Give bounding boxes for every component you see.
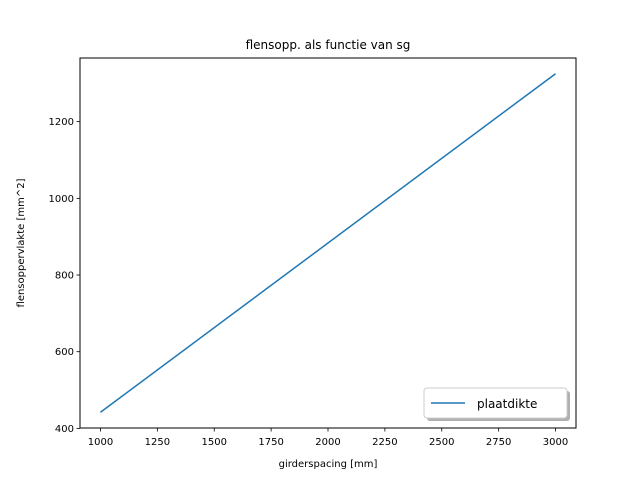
x-axis: 1000 1250 1500 1750 2000 2250 2500 2750 3000 <box>88 428 568 448</box>
y-axis-label: flensoppervlakte [mm^2] <box>16 178 27 307</box>
x-tick-label: 3000 <box>543 437 568 448</box>
legend: plaatdikte <box>423 387 570 421</box>
y-axis: 400 600 800 1000 1200 <box>49 117 80 435</box>
x-tick-label: 1500 <box>202 437 227 448</box>
x-tick-label: 2500 <box>429 437 454 448</box>
y-tick-label: 1200 <box>49 117 74 128</box>
x-tick-label: 2750 <box>486 437 511 448</box>
x-tick-label: 1250 <box>145 437 170 448</box>
x-tick-label: 1000 <box>88 437 113 448</box>
legend-box <box>423 387 568 419</box>
y-tick-label: 1000 <box>49 194 74 205</box>
y-tick-label: 800 <box>55 271 74 282</box>
y-tick-label: 600 <box>55 347 74 358</box>
y-tick-label: 400 <box>55 424 74 435</box>
x-axis-label: girderspacing [mm] <box>279 459 378 470</box>
series-line-plaatdikte <box>100 73 556 413</box>
legend-label-plaatdikte: plaatdikte <box>477 397 537 411</box>
chart-title: flensopp. als functie van sg <box>246 38 411 52</box>
x-tick-label: 2000 <box>315 437 340 448</box>
x-tick-label: 2250 <box>372 437 397 448</box>
x-tick-label: 1750 <box>258 437 283 448</box>
series-layer <box>100 73 556 413</box>
